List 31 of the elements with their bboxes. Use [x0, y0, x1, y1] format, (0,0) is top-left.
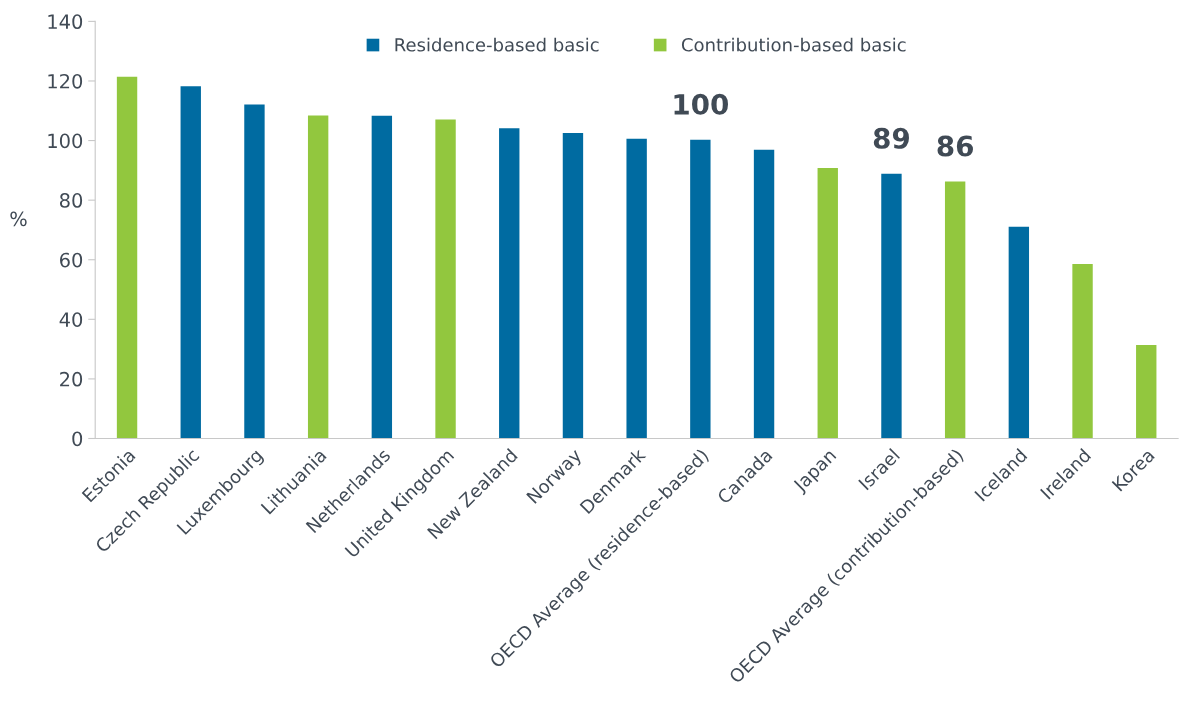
y-tick-label: 140	[48, 14, 83, 30]
y-tick-label: 40	[59, 312, 83, 327]
y-tick-label: 120	[48, 73, 83, 89]
bar	[499, 128, 520, 439]
data-label: 89	[873, 127, 909, 149]
data-label: 100	[674, 93, 729, 115]
y-tick-label: 60	[60, 252, 83, 268]
bar	[944, 181, 966, 439]
bar	[307, 115, 329, 439]
legend-label: Residence-based basic	[395, 37, 599, 52]
bar	[244, 104, 265, 439]
bar	[881, 173, 902, 439]
y-tick-label: 80	[59, 193, 83, 208]
bar	[371, 115, 393, 439]
bar	[116, 76, 138, 439]
bar	[753, 149, 775, 439]
bar	[690, 139, 711, 439]
bar	[626, 138, 647, 439]
y-tick-label: 100	[48, 133, 83, 149]
y-tick-label: 20	[60, 371, 83, 387]
data-label: 86	[937, 135, 973, 157]
bar	[435, 119, 456, 439]
bar	[562, 133, 584, 439]
y-tick-label: 0	[72, 431, 83, 447]
bar	[180, 86, 201, 439]
y-axis-title: %	[10, 211, 27, 227]
legend-label: Contribution-based basic	[681, 37, 906, 52]
bar	[1008, 226, 1030, 439]
bar	[1072, 263, 1093, 439]
bar	[817, 167, 838, 439]
bar	[1136, 344, 1157, 439]
